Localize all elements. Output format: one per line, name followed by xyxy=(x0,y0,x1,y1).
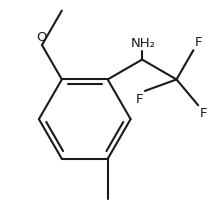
Text: F: F xyxy=(195,36,202,49)
Text: O: O xyxy=(37,31,47,44)
Text: F: F xyxy=(200,107,207,120)
Text: F: F xyxy=(136,93,143,105)
Text: NH₂: NH₂ xyxy=(131,37,156,50)
